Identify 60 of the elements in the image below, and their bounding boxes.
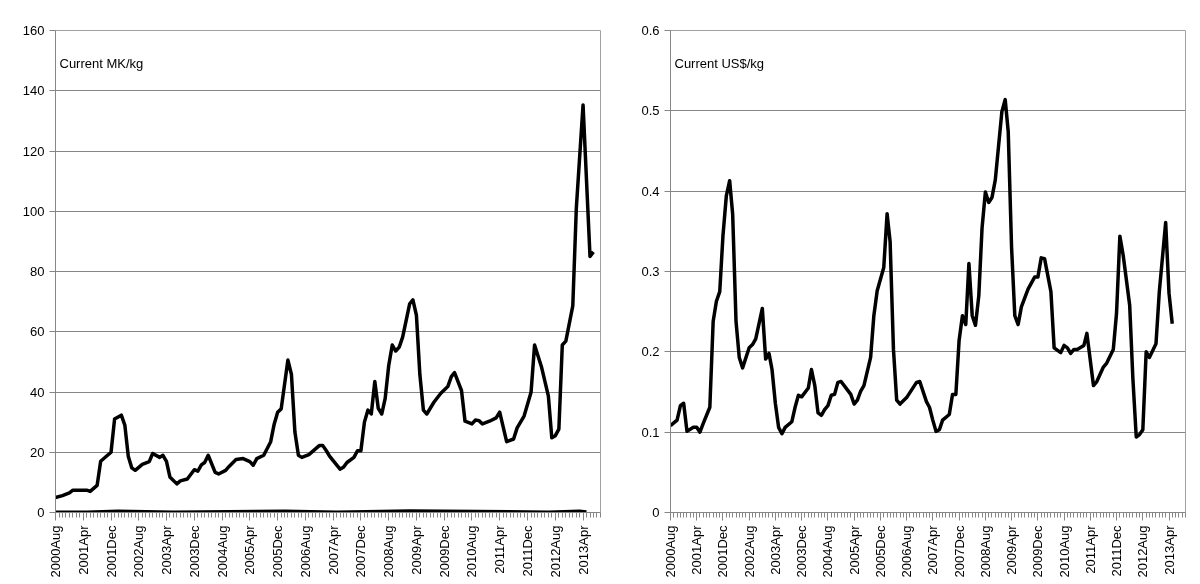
- y-tick-label: 140: [22, 83, 45, 99]
- y-tick-label: 0: [37, 505, 45, 520]
- x-tick-label: 2010Aug: [464, 525, 480, 578]
- x-tick-label: 2003Apr: [767, 524, 783, 575]
- y-tick-label: 40: [30, 384, 45, 400]
- y-tick-label: 120: [22, 143, 45, 159]
- x-tick-label: 2012Aug: [1135, 525, 1151, 578]
- x-tick-label: 2003Dec: [794, 525, 810, 578]
- y-tick-label: 0.6: [641, 23, 660, 38]
- y-tick-label: 80: [30, 264, 45, 279]
- x-tick-label: 2004Aug: [820, 525, 836, 578]
- x-tick-label: 2005Dec: [872, 525, 888, 578]
- y-axis-title: Current MK/kg: [59, 56, 144, 72]
- x-tick-label: 2013Apr: [575, 524, 591, 575]
- x-tick-label: 2007Apr: [325, 524, 341, 575]
- x-tick-label: 2009Apr: [408, 524, 424, 575]
- x-tick-label: 2006Aug: [297, 525, 313, 578]
- x-tick-label: 2003Apr: [158, 524, 174, 575]
- y-tick-label: 0.3: [641, 264, 660, 279]
- y-tick-label: 100: [22, 203, 45, 219]
- x-tick-label: 2005Apr: [846, 524, 862, 575]
- y-tick-label: 60: [30, 324, 45, 340]
- line-series: [670, 97, 1174, 439]
- x-tick-label: 2011Apr: [1082, 524, 1098, 574]
- x-tick-label: 2001Dec: [715, 525, 731, 578]
- y-tick-label: 0.5: [641, 103, 660, 119]
- x-tick-label: 2008Aug: [977, 525, 993, 578]
- x-tick-label: 2004Aug: [214, 525, 230, 578]
- x-tick-label: 2007Apr: [925, 524, 941, 575]
- x-tick-label: 2001Dec: [103, 525, 119, 578]
- x-tick-label: 2007Dec: [353, 525, 369, 578]
- line-series: [55, 103, 596, 500]
- x-tick-label: 2000Aug: [663, 525, 678, 578]
- x-tick-label: 2000Aug: [48, 525, 63, 578]
- x-tick-label: 2006Aug: [899, 525, 915, 578]
- x-tick-label: 2008Aug: [381, 525, 397, 578]
- y-axis-title: Current US$/kg: [674, 56, 765, 72]
- x-tick-label: 2009Dec: [1030, 525, 1046, 578]
- x-tick-label: 2002Aug: [131, 525, 147, 578]
- x-tick-label: 2009Dec: [436, 525, 452, 578]
- y-tick-label: 0.1: [641, 424, 660, 440]
- x-tick-label: 2011Apr: [492, 524, 508, 574]
- x-tick-label: 2012Aug: [547, 525, 563, 578]
- y-tick-label: 0.4: [641, 183, 660, 199]
- x-tick-label: 2001Apr: [75, 524, 91, 575]
- x-tick-label: 2003Dec: [186, 525, 202, 578]
- x-tick-label: 2011Dec: [520, 525, 536, 577]
- x-tick-label: 2010Aug: [1056, 525, 1072, 578]
- x-tick-label: 2013Apr: [1161, 524, 1177, 575]
- x-tick-label: 2001Apr: [689, 524, 705, 575]
- y-tick-label: 20: [30, 444, 45, 460]
- y-tick-label: 0.2: [641, 344, 660, 360]
- y-tick-label: 160: [22, 23, 45, 38]
- x-tick-label: 2005Dec: [270, 525, 286, 578]
- x-tick-label: 2005Apr: [242, 524, 258, 575]
- x-tick-label: 2009Apr: [1004, 524, 1020, 575]
- x-tick-label: 2002Aug: [741, 525, 757, 578]
- y-tick-label: 0: [652, 505, 660, 520]
- x-tick-label: 2007Dec: [951, 525, 967, 578]
- x-tick-label: 2011Dec: [1109, 525, 1125, 577]
